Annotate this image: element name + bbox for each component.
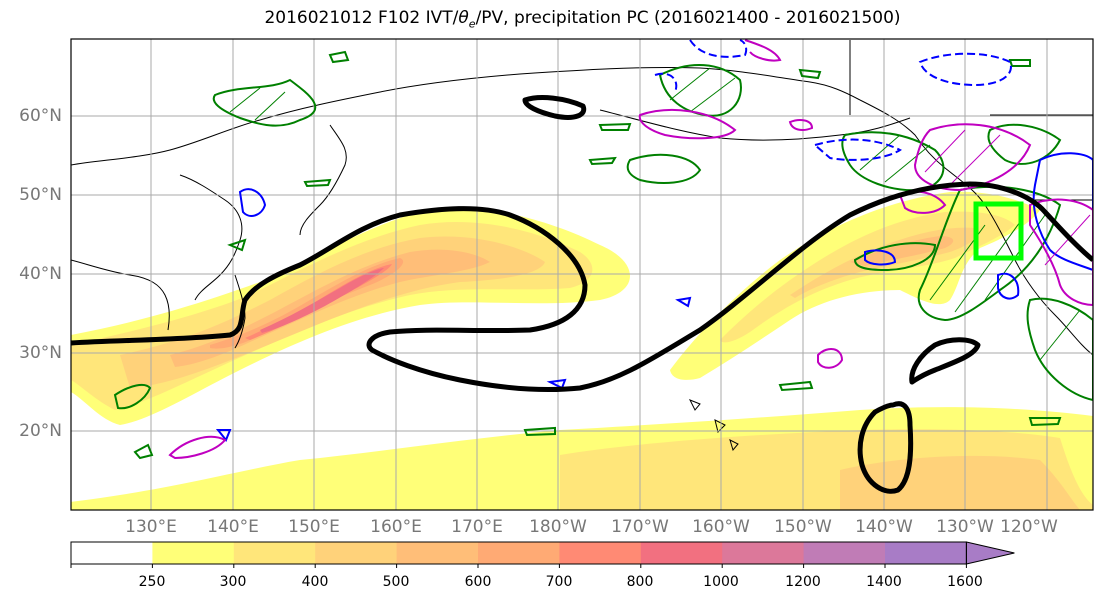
title-theta: θ xyxy=(458,8,469,28)
title-area: 2016021012 F102 IVT/θe/PV, precipitation… xyxy=(0,0,1105,36)
colorbar-extend-arrow xyxy=(965,541,1015,565)
colorbar-segment xyxy=(722,542,805,564)
pv-contours xyxy=(168,39,1093,460)
ivt-threshold-contours xyxy=(71,95,1093,494)
lat-label-60n: 60°N xyxy=(19,106,62,126)
lon-label-150e: 150°E xyxy=(288,517,340,537)
lon-label-120w: 120°W xyxy=(1000,517,1058,537)
colorbar-label-1400: 1400 xyxy=(866,574,902,590)
lon-label-140w: 140°W xyxy=(855,517,913,537)
title-prefix: 2016021012 F102 IVT/ xyxy=(264,8,459,28)
lat-label-40n: 40°N xyxy=(19,264,62,284)
title-theta-sub: e xyxy=(468,17,476,31)
lat-label-20n: 20°N xyxy=(19,421,62,441)
colorbar-label-500: 500 xyxy=(382,574,410,590)
lon-label-170w: 170°W xyxy=(611,517,669,537)
lat-label-30n: 30°N xyxy=(19,343,62,363)
colorbar-segment xyxy=(885,542,967,564)
colorbar-segment xyxy=(315,542,398,564)
lon-label-130e: 130°E xyxy=(125,517,177,537)
colorbar-label-1200: 1200 xyxy=(785,574,821,590)
colorbar-label-300: 300 xyxy=(219,574,247,590)
colorbar-segment xyxy=(233,542,316,564)
colorbar-segment xyxy=(803,542,886,564)
colorbar-label-250: 250 xyxy=(138,574,166,590)
precip-positive-contours xyxy=(113,50,1093,460)
lon-label-170e: 170°E xyxy=(451,517,503,537)
map-layers xyxy=(71,39,1093,510)
colorbar-label-700: 700 xyxy=(545,574,573,590)
lat-label-50n: 50°N xyxy=(19,185,62,205)
lon-label-150w: 150°W xyxy=(774,517,832,537)
ivt-shading-south-band xyxy=(71,407,1093,510)
colorbar-frame xyxy=(70,541,967,565)
colorbar-segment xyxy=(559,542,642,564)
precip-negative-contours xyxy=(215,39,1093,442)
colorbar-segment xyxy=(152,542,235,564)
colorbar-label-1600: 1600 xyxy=(947,574,983,590)
colorbar-label-800: 800 xyxy=(626,574,654,590)
lon-label-160e: 160°E xyxy=(370,517,422,537)
colorbar-segment xyxy=(640,542,723,564)
ivt-shading-west-ar xyxy=(71,208,630,425)
lon-label-130w: 130°W xyxy=(936,517,994,537)
colorbar-segment xyxy=(71,542,153,564)
analysis-region-box xyxy=(973,201,1024,261)
colorbar-label-400: 400 xyxy=(301,574,329,590)
map-frame xyxy=(70,38,1094,511)
lon-label-160w: 160°W xyxy=(692,517,750,537)
title-suffix: /PV, precipitation PC (2016021400 - 2016… xyxy=(475,8,901,28)
lon-label-180w: 180°W xyxy=(529,517,587,537)
figure-title: 2016021012 F102 IVT/θe/PV, precipitation… xyxy=(30,8,1105,30)
lon-label-140e: 140°E xyxy=(207,517,259,537)
colorbar xyxy=(70,541,1015,568)
colorbar-segment xyxy=(396,542,479,564)
colorbar-label-600: 600 xyxy=(464,574,492,590)
colorbar-label-1000: 1000 xyxy=(703,574,739,590)
colorbar-segment xyxy=(478,542,560,564)
